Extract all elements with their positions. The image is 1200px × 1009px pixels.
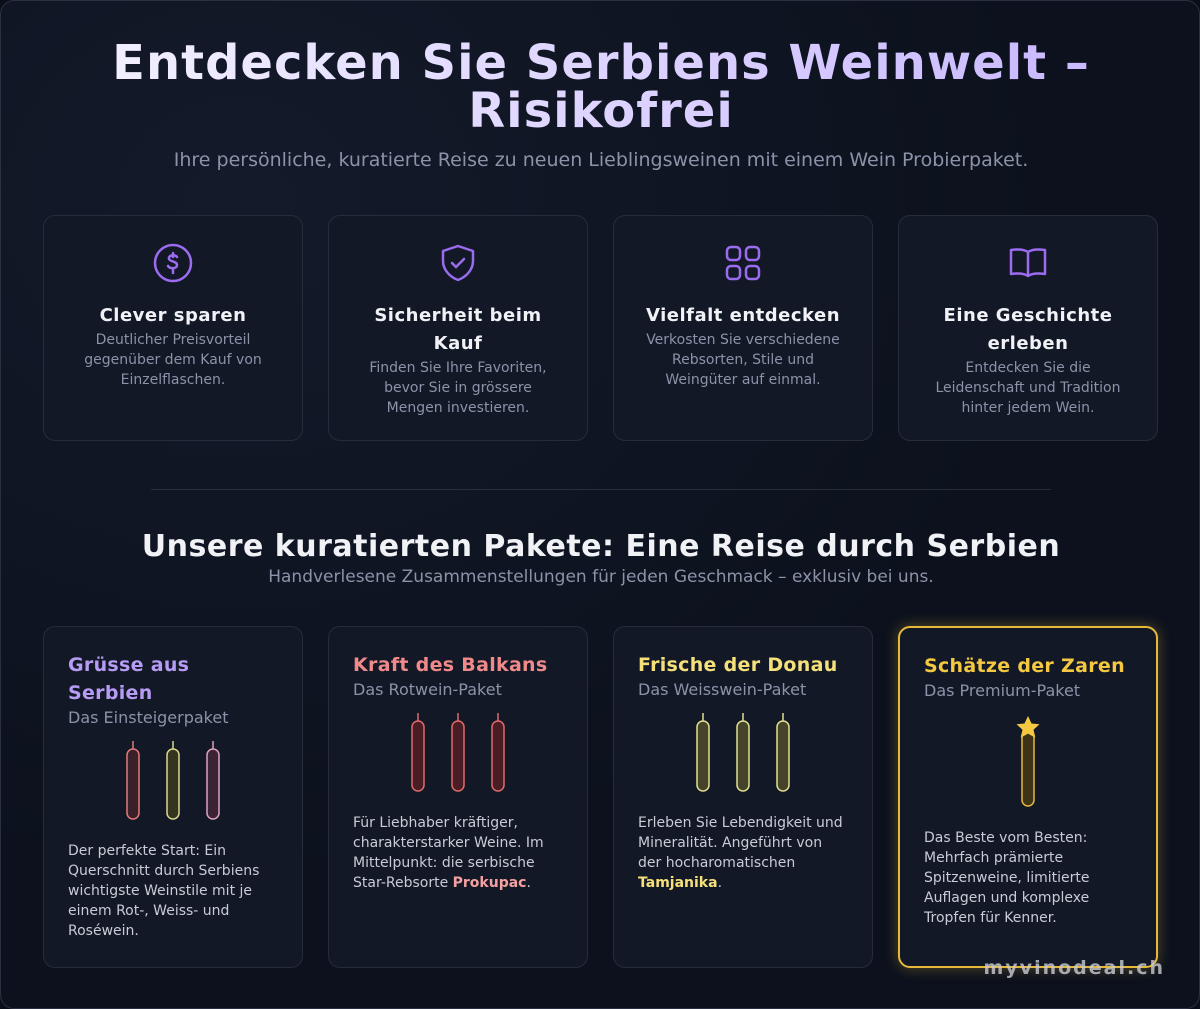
package-card: Kraft des Balkans Das Rotwein-Paket Für … xyxy=(328,626,588,968)
feature-card: Vielfalt entdecken Verkosten Sie verschi… xyxy=(613,215,873,441)
package-name: Schätze der Zaren xyxy=(924,655,1125,677)
subtitle: Ihre persönliche, kuratierte Reise zu ne… xyxy=(173,149,1029,171)
feature-text: Finden Sie Ihre Favoriten, bevor Sie in … xyxy=(369,360,547,416)
package-subtitle: Das Rotwein-Paket xyxy=(353,680,502,699)
bottles xyxy=(411,713,505,792)
package-text: Das Beste vom Besten: Mehrfach prämierte… xyxy=(924,828,1132,928)
package-name: Frische der Donau xyxy=(638,654,838,676)
package-text: Der perfekte Start: Ein Querschnitt durc… xyxy=(68,841,278,941)
feature-text: Entdecken Sie die Leidenschaft und Tradi… xyxy=(935,360,1121,416)
icon xyxy=(725,245,761,281)
highlight: Prokupac xyxy=(452,875,527,891)
text: Das Beste vom Besten: Mehrfach prämierte… xyxy=(924,830,1090,926)
package-card: Schätze der Zaren Das Premium-Paket Das … xyxy=(898,626,1158,968)
bottles xyxy=(126,741,220,820)
feature-title: Clever sparen xyxy=(99,305,247,326)
package-card: Frische der Donau Das Weisswein-Paket Er… xyxy=(613,626,873,968)
package-name: Grüsse aus Serbien xyxy=(68,654,190,704)
divider xyxy=(151,489,1051,490)
package-text: Erleben Sie Lebendigkeit und Mineralität… xyxy=(638,813,848,893)
text: Erleben Sie Lebendigkeit und Mineralität… xyxy=(638,815,843,871)
feature-card: Eine Geschichte erleben Entdecken Sie di… xyxy=(898,215,1158,441)
text: Der perfekte Start: Ein Querschnitt durc… xyxy=(68,843,260,939)
feature-card: Sicherheit beim Kauf Finden Sie Ihre Fav… xyxy=(328,215,588,441)
feature-title: Sicherheit beim Kauf xyxy=(374,305,542,354)
feature-title: Eine Geschichte erleben xyxy=(943,305,1113,354)
highlight: Tamjanika xyxy=(638,875,718,891)
bottles xyxy=(696,713,790,792)
icon xyxy=(1009,248,1047,278)
section-title: Unsere kuratierten Pakete: Eine Reise du… xyxy=(141,529,1061,564)
icon xyxy=(153,243,193,283)
feature-text: Verkosten Sie verschiedene Rebsorten, St… xyxy=(646,332,840,388)
title: Entdecken Sie Serbiens Weinwelt – Risiko… xyxy=(101,39,1101,135)
text: . xyxy=(717,875,723,891)
feature-title: Vielfalt entdecken xyxy=(645,305,841,326)
package-subtitle: Das Premium-Paket xyxy=(924,681,1081,700)
text: . xyxy=(526,875,531,891)
package-subtitle: Das Einsteigerpaket xyxy=(68,708,229,727)
bottle xyxy=(1016,716,1040,807)
watermark: myvinodeal.ch xyxy=(983,957,1165,979)
section-subtitle: Handverlesene Zusammenstellungen für jed… xyxy=(268,567,934,587)
feature-card: Clever sparen Deutlicher Preisvorteil ge… xyxy=(43,215,303,441)
package-card: Grüsse aus Serbien Das Einsteigerpaket D… xyxy=(43,626,303,968)
package-text: Für Liebhaber kräftiger, charakterstarke… xyxy=(353,813,563,893)
package-subtitle: Das Weisswein-Paket xyxy=(638,680,807,699)
icon xyxy=(441,244,475,282)
feature-text: Deutlicher Preisvorteil gegenüber dem Ka… xyxy=(84,332,262,388)
package-name: Kraft des Balkans xyxy=(353,654,548,676)
text: Für Liebhaber kräftiger, charakterstarke… xyxy=(353,815,544,891)
